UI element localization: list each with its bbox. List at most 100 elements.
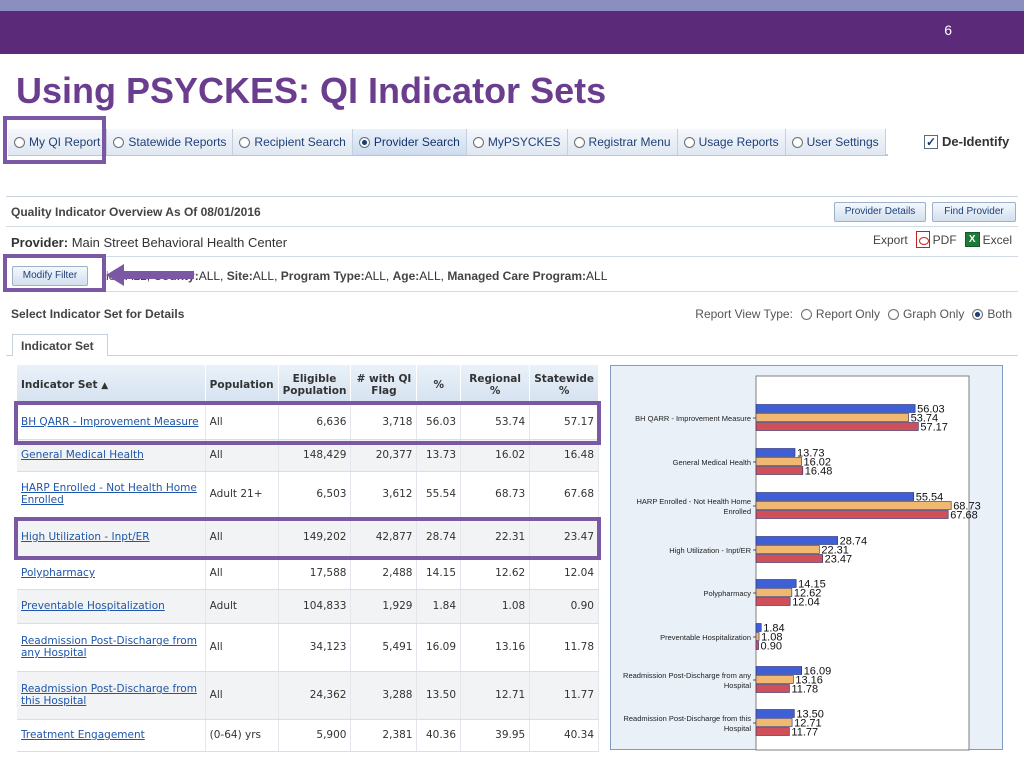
indicator-link[interactable]: Readmission Post-Discharge from this Hos… xyxy=(21,683,197,707)
report-only-option[interactable]: Report Only xyxy=(800,307,880,321)
checkbox-checked-icon[interactable]: ✓ xyxy=(924,134,938,149)
bar-value-label: 68.73 xyxy=(953,501,981,513)
modify-filter-button[interactable]: Modify Filter xyxy=(12,266,88,286)
regional-cell: 13.16 xyxy=(460,623,531,672)
radio-icon[interactable] xyxy=(887,308,899,320)
graph-only-option[interactable]: Graph Only xyxy=(887,307,964,321)
chart-bar xyxy=(755,554,823,563)
chart-bar xyxy=(755,666,802,675)
pct-cell: 56.03 xyxy=(416,405,462,440)
category-label: Enrolled xyxy=(723,507,751,516)
radio-icon[interactable] xyxy=(800,308,812,320)
provider-row: Provider: Main Street Behavioral Health … xyxy=(6,227,1018,257)
indicator-chart: BH QARR - Improvement Measure 56.03 53.74 5… xyxy=(610,365,1003,751)
indicator-name-cell: Polypharmacy xyxy=(17,557,206,590)
filter-key: Age: xyxy=(392,269,420,283)
tab-usage-reports[interactable]: Usage Reports xyxy=(677,129,786,155)
category-label: High Utilization - Inpt/ER xyxy=(669,546,751,555)
tab-registrar-menu[interactable]: Registrar Menu xyxy=(567,129,678,155)
excel-link[interactable]: Excel xyxy=(982,232,1012,247)
eligible-cell: 6,636 xyxy=(278,405,352,440)
tab-recipient-search[interactable]: Recipient Search xyxy=(233,129,353,155)
panel-title: Quality Indicator Overview As Of 08/01/2… xyxy=(11,205,261,219)
chart-bar xyxy=(755,588,793,597)
table-row: Polypharmacy All 17,588 2,488 14.15 12.62 12.0… xyxy=(17,557,599,590)
table-row: High Utilization - Inpt/ER All 149,202 42,8… xyxy=(17,517,599,558)
pdf-icon[interactable] xyxy=(915,231,930,248)
bar-value-label: 12.71 xyxy=(794,718,822,730)
provider-line: Provider: Main Street Behavioral Health … xyxy=(11,235,287,250)
bar-value-label: 57.17 xyxy=(920,422,948,434)
statewide-cell: 57.17 xyxy=(529,405,599,440)
indicator-link[interactable]: Polypharmacy xyxy=(21,567,96,579)
regional-cell: 39.95 xyxy=(460,719,531,752)
population-cell: All xyxy=(205,671,279,720)
tab-statewide-reports[interactable]: Statewide Reports xyxy=(107,129,234,155)
pct-cell: 55.54 xyxy=(416,471,462,518)
pdf-link[interactable]: PDF xyxy=(932,232,957,247)
tab-indicator-set[interactable]: Indicator Set xyxy=(12,334,108,356)
population-cell: Adult xyxy=(205,589,279,624)
tab-mypsyckes[interactable]: MyPSYCKES xyxy=(466,129,568,155)
indicator-name-cell: Readmission Post-Discharge from any Hosp… xyxy=(17,623,206,672)
deidentify-toggle[interactable]: ✓ De-Identify xyxy=(924,134,1009,149)
radio-icon xyxy=(113,136,125,148)
flag-count-cell: 3,718 xyxy=(350,405,418,440)
bar-value-label: 55.54 xyxy=(916,492,944,504)
excel-icon[interactable]: X xyxy=(964,232,980,247)
filter-key: Site: xyxy=(226,269,253,283)
bar-value-label: 28.74 xyxy=(840,536,868,548)
table-row: Readmission Post-Discharge from this Hos… xyxy=(17,671,599,720)
table-row: HARP Enrolled - Not Health Home Enrolled… xyxy=(17,471,599,518)
tab-provider-search[interactable]: Provider Search xyxy=(352,129,467,155)
filter-part: ALL, xyxy=(419,269,448,283)
statewide-cell: 11.77 xyxy=(529,671,599,720)
statewide-cell: 23.47 xyxy=(529,517,599,558)
table-body: BH QARR - Improvement Measure All 6,636 3,7… xyxy=(17,405,599,752)
indicator-link[interactable]: HARP Enrolled - Not Health Home Enrolled xyxy=(21,482,197,506)
indicator-link[interactable]: Preventable Hospitalization xyxy=(21,600,165,612)
slide-top-stripe xyxy=(0,0,1024,11)
statewide-cell: 67.68 xyxy=(529,471,599,518)
provider-details-button[interactable]: Provider Details xyxy=(834,202,926,222)
col-header-population[interactable]: Population xyxy=(205,365,279,405)
both-option[interactable]: Both xyxy=(972,307,1012,321)
table-row: Treatment Engagement (0-64) yrs 5,900 2,381… xyxy=(17,719,599,752)
bar-value-label: 16.09 xyxy=(804,666,832,678)
col-header-eligible[interactable]: Eligible Population xyxy=(278,365,352,405)
bar-value-label: 13.16 xyxy=(795,675,823,687)
tab-label: User Settings xyxy=(806,135,879,149)
eligible-cell: 6,503 xyxy=(278,471,352,518)
bar-value-label: 16.48 xyxy=(805,466,833,478)
col-header-statewide[interactable]: Statewide % xyxy=(529,365,599,405)
category-label: HARP Enrolled - Not Health Home xyxy=(637,497,752,506)
tab-my-qi-report[interactable]: My QI Report xyxy=(8,129,108,155)
eligible-cell: 17,588 xyxy=(278,557,352,590)
indicator-link[interactable]: Readmission Post-Discharge from any Hosp… xyxy=(21,635,197,659)
indicator-link[interactable]: High Utilization - Inpt/ER xyxy=(21,531,150,543)
col-header-regional[interactable]: Regional % xyxy=(460,365,531,405)
tab-label: MyPSYCKES xyxy=(487,135,561,149)
col-header-with-flag[interactable]: # with QI Flag xyxy=(350,365,418,405)
option-label: Both xyxy=(987,307,1012,321)
col-header-pct[interactable]: % xyxy=(416,365,462,405)
radio-selected-icon[interactable] xyxy=(972,308,984,320)
col-header-indicator-set[interactable]: Indicator Set ▲ xyxy=(17,365,206,405)
export-group: Export PDF X Excel xyxy=(873,231,1012,248)
chart-bar xyxy=(755,675,794,684)
radio-selected-icon xyxy=(358,136,370,148)
pct-cell: 28.74 xyxy=(416,517,462,558)
pct-cell: 13.73 xyxy=(416,439,462,472)
chart-bar xyxy=(755,413,909,422)
indicator-link[interactable]: Treatment Engagement xyxy=(21,729,145,741)
bar-value-label: 67.68 xyxy=(950,510,978,522)
indicator-link[interactable]: BH QARR - Improvement Measure xyxy=(21,415,199,428)
find-provider-button[interactable]: Find Provider xyxy=(932,202,1016,222)
population-cell: Adult 21+ xyxy=(205,471,279,518)
indicator-link[interactable]: General Medical Health xyxy=(21,449,144,461)
main-nav: My QI Report Statewide Reports Recipient… xyxy=(8,128,888,156)
tab-user-settings[interactable]: User Settings xyxy=(785,129,886,155)
chart-bar xyxy=(755,501,952,510)
eligible-cell: 104,833 xyxy=(278,589,352,624)
bar-value-label: 0.90 xyxy=(761,641,782,653)
